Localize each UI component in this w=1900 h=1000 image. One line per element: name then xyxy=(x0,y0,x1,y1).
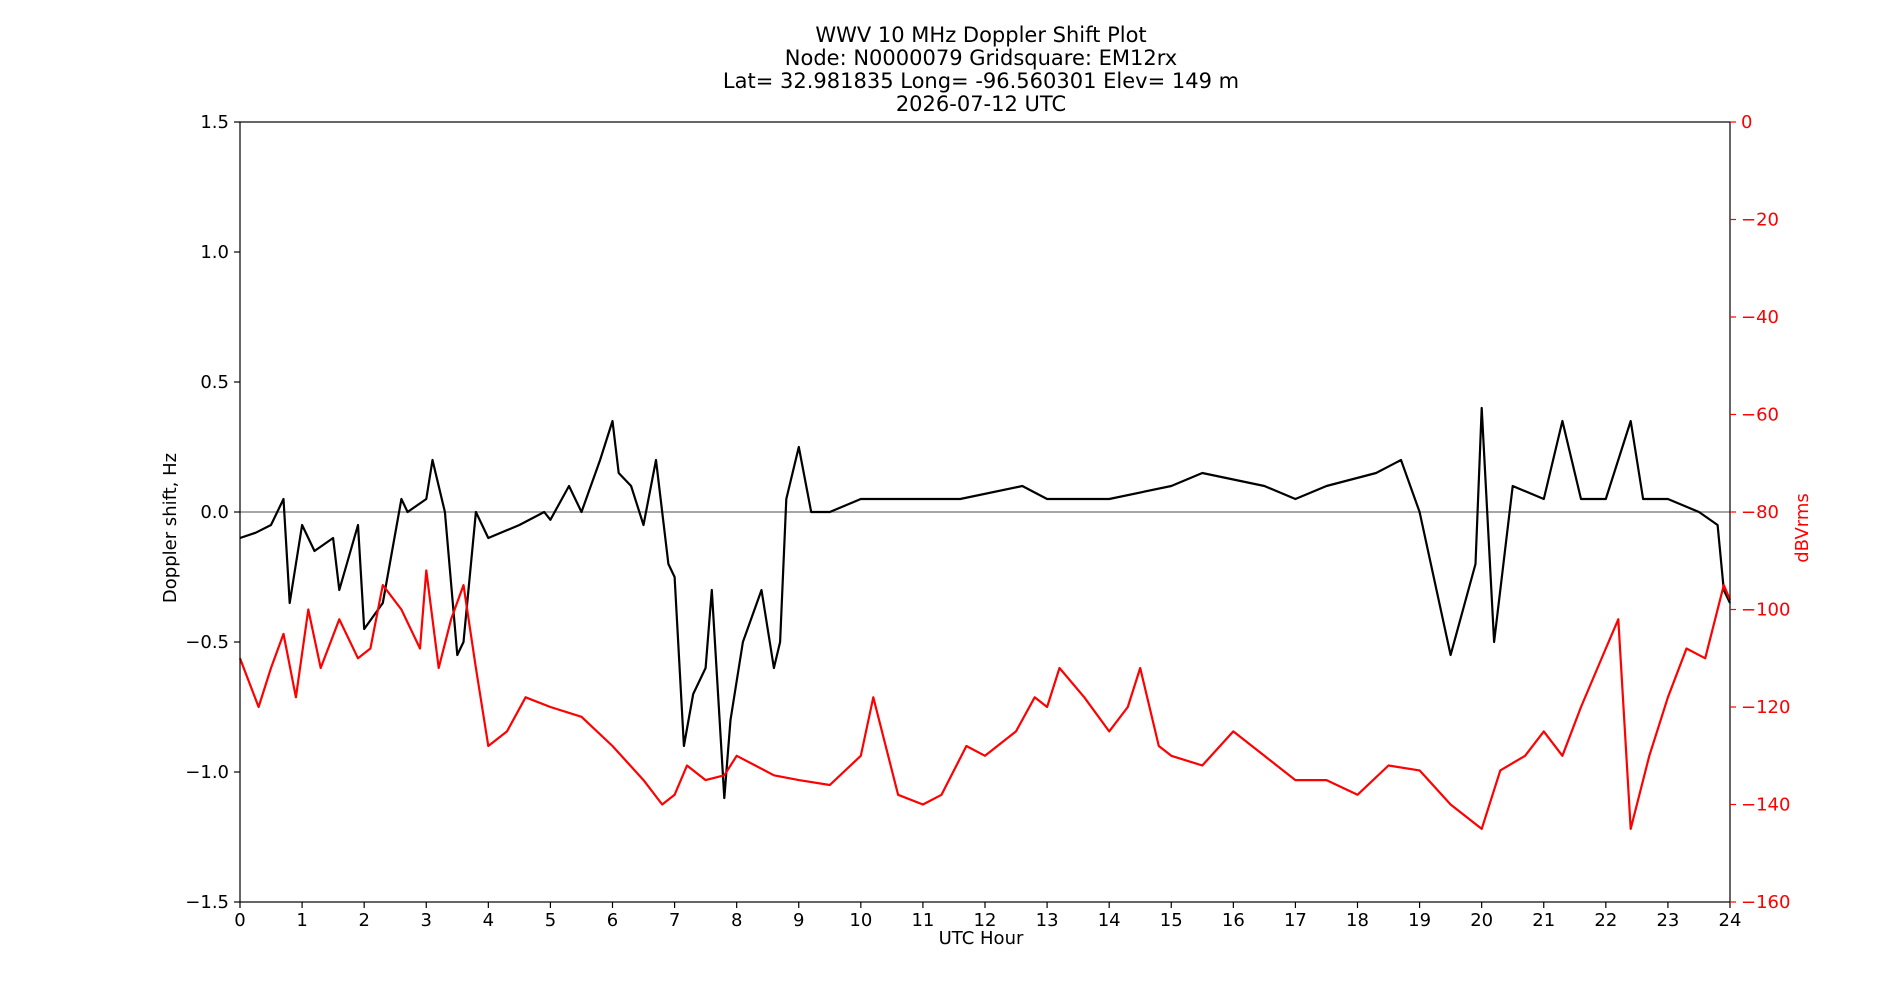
x-tick-label: 13 xyxy=(1036,910,1059,931)
y-right-tick-label: −20 xyxy=(1741,210,1779,231)
x-tick-label: 24 xyxy=(1719,910,1742,931)
y-left-tick-label: −0.5 xyxy=(185,632,229,653)
x-tick-label: 15 xyxy=(1160,910,1183,931)
y-left-tick-label: 0.5 xyxy=(200,372,229,393)
x-tick-label: 9 xyxy=(793,910,804,931)
y-right-tick-label: −140 xyxy=(1741,795,1790,816)
x-tick-label: 19 xyxy=(1408,910,1431,931)
x-tick-label: 4 xyxy=(483,910,494,931)
series-layer xyxy=(238,406,1732,831)
y-right-tick-label: −160 xyxy=(1741,892,1790,913)
x-tick-label: 16 xyxy=(1222,910,1245,931)
x-tick-label: 17 xyxy=(1284,910,1307,931)
x-tick-label: 14 xyxy=(1098,910,1121,931)
x-tick-label: 11 xyxy=(911,910,934,931)
x-tick-label: 5 xyxy=(545,910,556,931)
x-tick-label: 20 xyxy=(1470,910,1493,931)
chart-title-block: WWV 10 MHz Doppler Shift Plot Node: N000… xyxy=(723,23,1239,116)
x-tick-label: 22 xyxy=(1594,910,1617,931)
chart-subtitle-date: 2026-07-12 UTC xyxy=(896,92,1066,116)
x-tick-label: 0 xyxy=(234,910,245,931)
series-line-power xyxy=(238,569,1732,831)
series-line-doppler xyxy=(239,406,1731,800)
x-axis: 0 1 2 3 4 5 6 7 8 9 10 11 12 13 14 15 16 17 18 19 20 21 22 23 24 xyxy=(234,902,1741,931)
x-tick-label: 8 xyxy=(731,910,742,931)
x-tick-label: 12 xyxy=(974,910,997,931)
y-axis-right: 0 −20 −40 −60 −80 −100 −120 −140 −160 xyxy=(1730,112,1790,913)
x-tick-label: 1 xyxy=(296,910,307,931)
x-tick-label: 7 xyxy=(669,910,680,931)
y-left-tick-label: 1.5 xyxy=(200,112,229,133)
y-left-tick-label: −1.5 xyxy=(185,892,229,913)
y-left-tick-label: −1.0 xyxy=(185,762,229,783)
y-right-tick-label: −80 xyxy=(1741,502,1779,523)
x-axis-label: UTC Hour xyxy=(939,928,1024,949)
y-left-tick-label: 0.0 xyxy=(200,502,229,523)
y-axis-left: 1.5 1.0 0.5 0.0 −0.5 −1.0 −1.5 xyxy=(185,112,240,913)
x-tick-label: 10 xyxy=(849,910,872,931)
x-tick-label: 21 xyxy=(1532,910,1555,931)
y-right-tick-label: −120 xyxy=(1741,697,1790,718)
y-left-tick-label: 1.0 xyxy=(200,242,229,263)
chart-title: WWV 10 MHz Doppler Shift Plot xyxy=(815,23,1146,47)
chart-subtitle-location: Lat= 32.981835 Long= -96.560301 Elev= 14… xyxy=(723,69,1239,93)
y-right-tick-label: −60 xyxy=(1741,405,1779,426)
x-tick-label: 3 xyxy=(421,910,432,931)
x-tick-label: 2 xyxy=(358,910,369,931)
x-tick-label: 18 xyxy=(1346,910,1369,931)
y-right-tick-label: −40 xyxy=(1741,307,1779,328)
y-axis-left-label: Doppler shift, Hz xyxy=(160,453,181,603)
y-right-tick-label: −100 xyxy=(1741,600,1790,621)
y-axis-right-label: dBVrms xyxy=(1792,493,1813,563)
y-right-tick-label: 0 xyxy=(1741,112,1752,133)
x-tick-label: 23 xyxy=(1656,910,1679,931)
chart-subtitle-node: Node: N0000079 Gridsquare: EM12rx xyxy=(785,46,1177,70)
x-tick-label: 6 xyxy=(607,910,618,931)
